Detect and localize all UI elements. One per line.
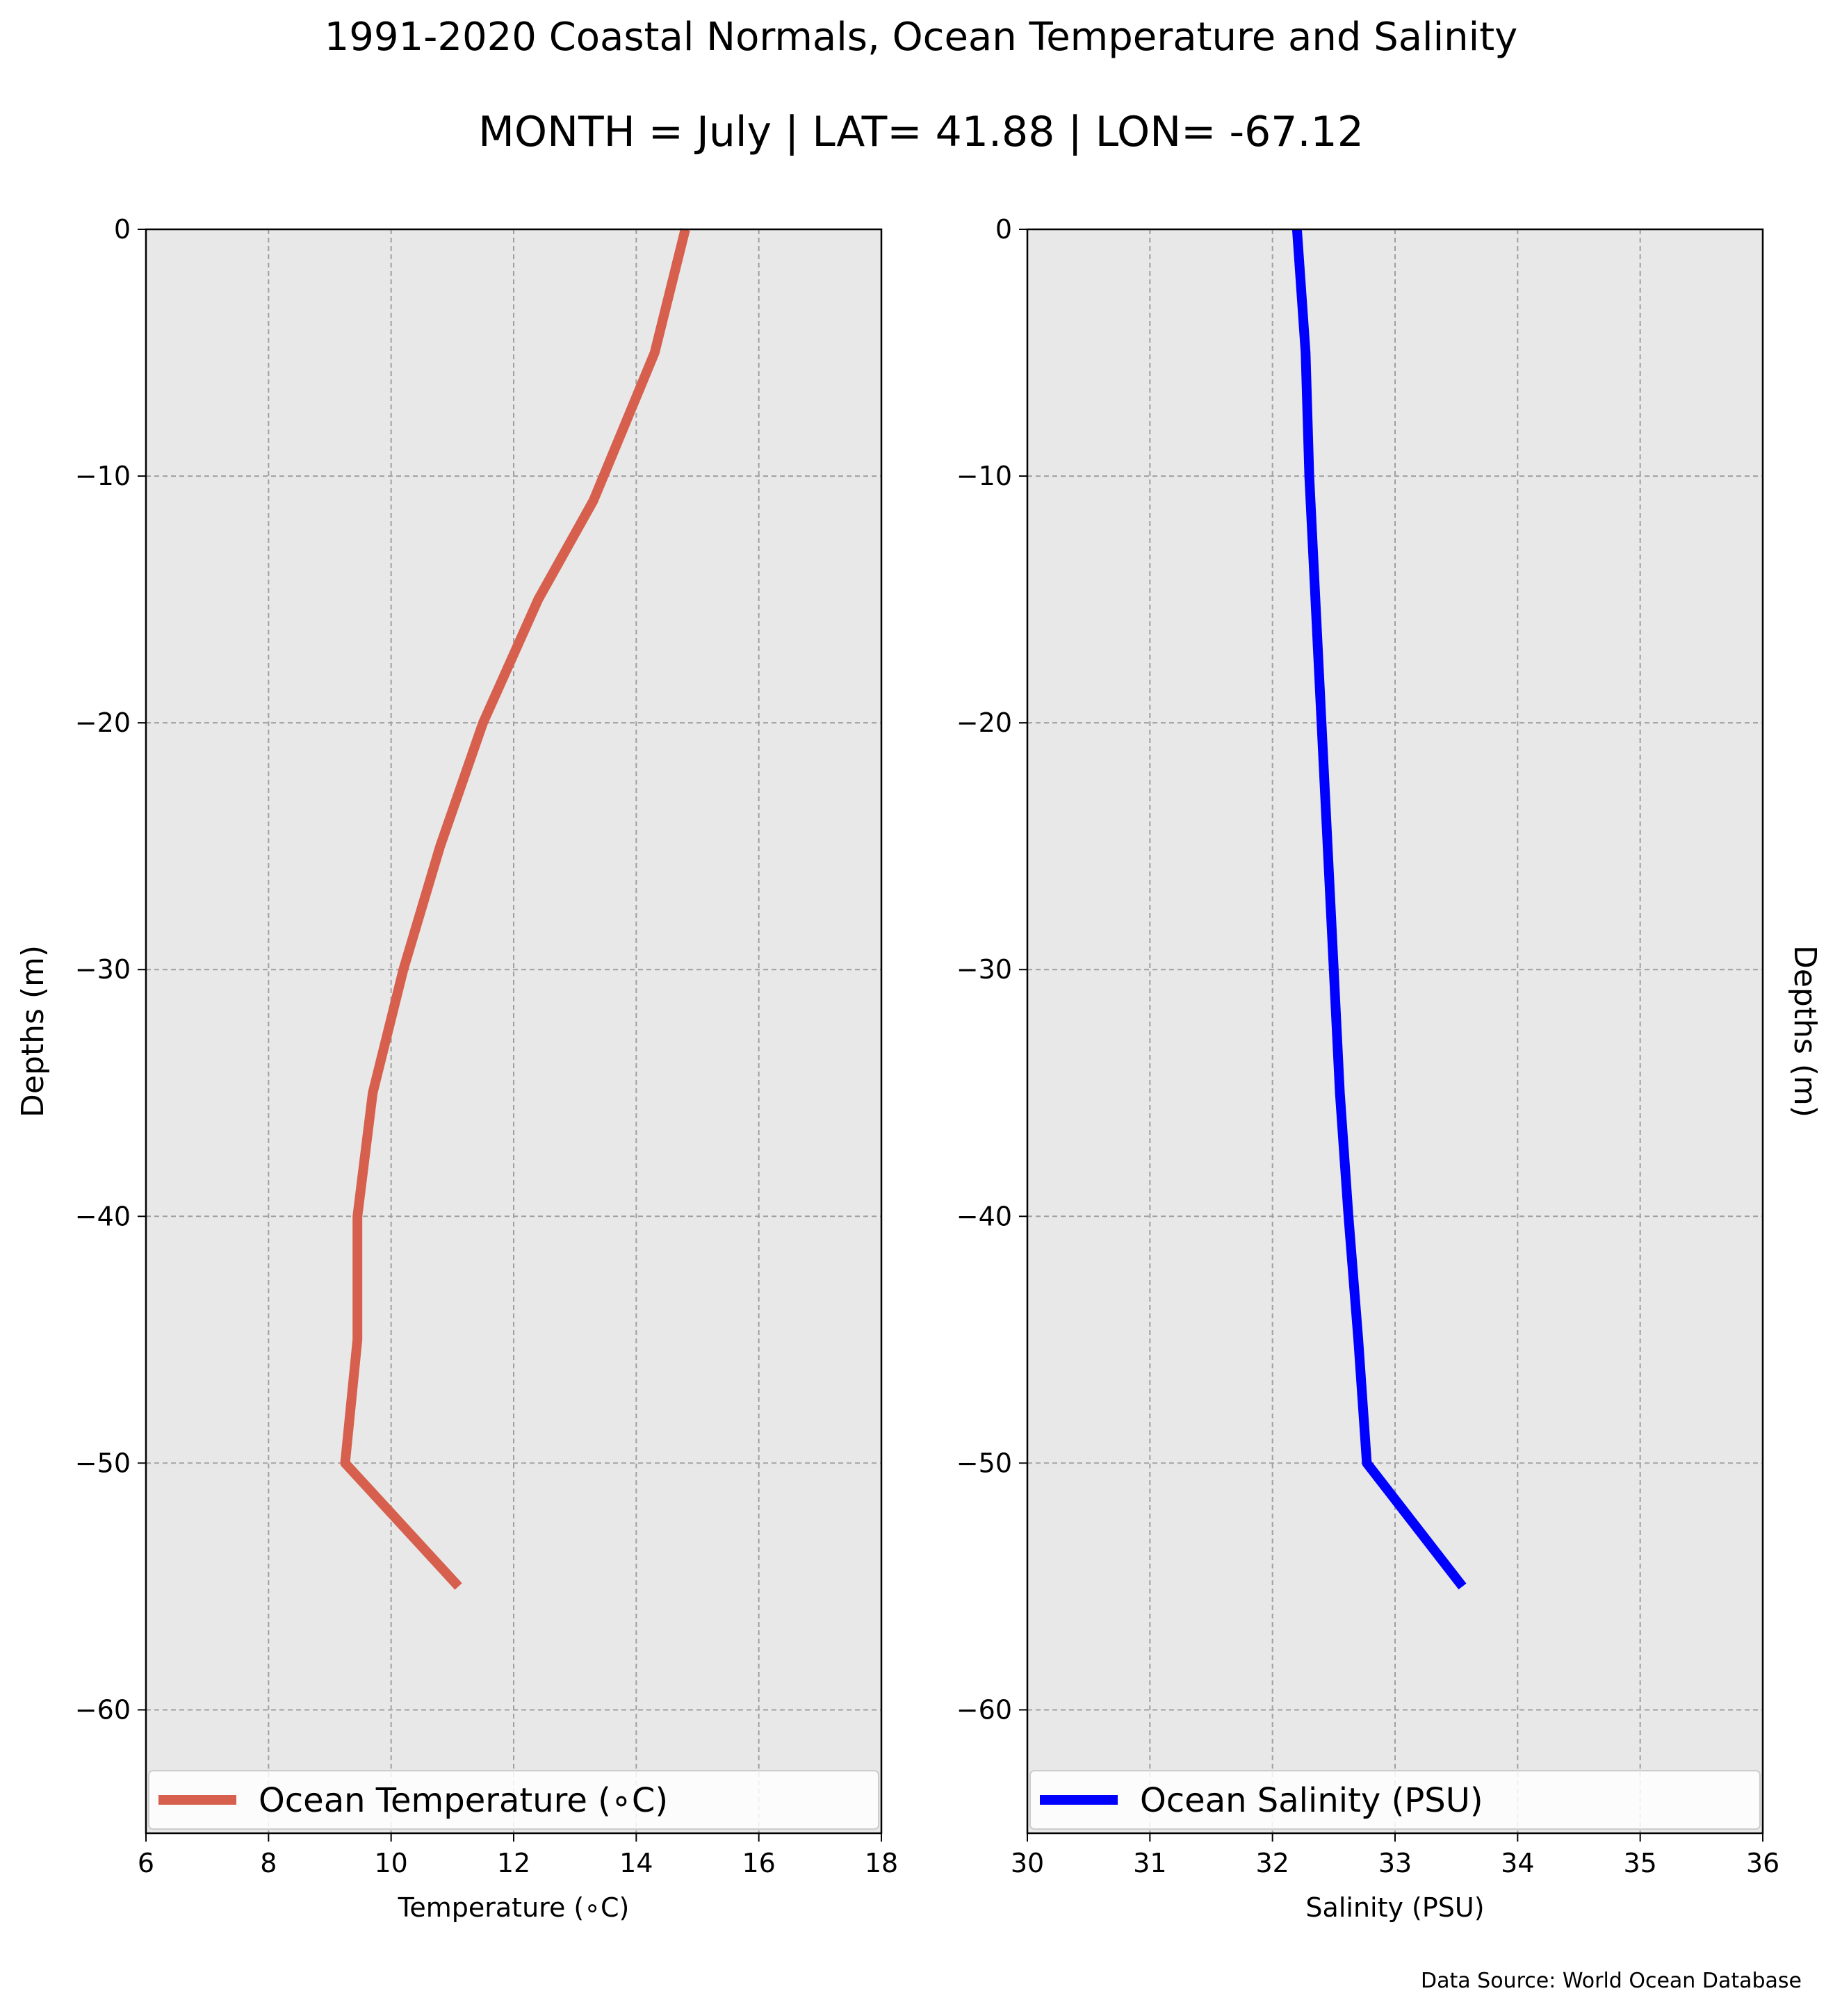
salinity-xtick-label: 30 bbox=[1011, 1848, 1044, 1878]
temperature-series-line bbox=[340, 228, 690, 1590]
chart-panels: 6 8 10 12 14 16 18 0 −10 −20 −30 −40 −50 −60 Temperatu… bbox=[15, 214, 1823, 1923]
temperature-xtick-label: 10 bbox=[374, 1848, 407, 1878]
temperature-ytick-label: −30 bbox=[75, 954, 131, 985]
salinity-ytick-label: −50 bbox=[956, 1448, 1012, 1478]
salinity-ytick-label: 0 bbox=[995, 214, 1012, 245]
salinity-ytick-label: −40 bbox=[956, 1201, 1012, 1231]
temperature-legend-label: Ocean Temperature (∘C) bbox=[259, 1781, 668, 1820]
salinity-ytick-label: −10 bbox=[956, 461, 1012, 491]
salinity-xtick-label: 31 bbox=[1133, 1848, 1166, 1878]
salinity-legend: Ocean Salinity (PSU) bbox=[1029, 1770, 1761, 1830]
salinity-xtick-label: 36 bbox=[1746, 1848, 1779, 1878]
chart-title: 1991-2020 Coastal Normals, Ocean Tempera… bbox=[325, 15, 1518, 60]
salinity-x-axis-label: Salinity (PSU) bbox=[1305, 1892, 1484, 1923]
temperature-xtick-label: 14 bbox=[619, 1848, 653, 1878]
temperature-ytick-label: −50 bbox=[75, 1448, 131, 1478]
temperature-panel: 6 8 10 12 14 16 18 0 −10 −20 −30 −40 −50 −60 Temperatu… bbox=[15, 214, 898, 1923]
salinity-legend-box bbox=[1029, 1770, 1761, 1830]
temperature-xtick-label: 6 bbox=[138, 1848, 154, 1878]
salinity-xtick-label: 34 bbox=[1501, 1848, 1534, 1878]
temperature-legend: Ocean Temperature (∘C) bbox=[148, 1770, 879, 1830]
temperature-x-axis-label: Temperature (∘C) bbox=[398, 1892, 630, 1923]
salinity-ytick-label: −60 bbox=[956, 1694, 1012, 1725]
salinity-series-line bbox=[1291, 229, 1467, 1590]
salinity-panel: 30 31 32 33 34 35 36 0 −10 −20 −30 −40 −50 −60 Salinit… bbox=[956, 214, 1823, 1923]
temperature-xtick-label: 16 bbox=[742, 1848, 775, 1878]
temperature-xtick-label: 18 bbox=[865, 1848, 898, 1878]
temperature-xtick-label: 8 bbox=[260, 1848, 277, 1878]
salinity-xtick-label: 35 bbox=[1623, 1848, 1656, 1878]
temperature-ytick-label: 0 bbox=[114, 214, 131, 245]
temperature-y-axis-label: Depths (m) bbox=[15, 945, 51, 1117]
salinity-ytick-label: −20 bbox=[956, 707, 1012, 738]
temperature-legend-box bbox=[148, 1770, 879, 1830]
chart-subtitle: MONTH = July | LAT= 41.88 | LON= -67.12 bbox=[478, 108, 1364, 156]
temperature-xtick-label: 12 bbox=[497, 1848, 530, 1878]
salinity-xtick-label: 32 bbox=[1255, 1848, 1289, 1878]
salinity-ytick-label: −30 bbox=[956, 954, 1012, 985]
salinity-legend-label: Ocean Salinity (PSU) bbox=[1140, 1781, 1483, 1820]
temperature-ytick-label: −20 bbox=[75, 707, 131, 738]
data-source-note: Data Source: World Ocean Database bbox=[1421, 1969, 1802, 1993]
temperature-ytick-label: −60 bbox=[75, 1694, 131, 1725]
temperature-ytick-label: −10 bbox=[75, 461, 131, 491]
salinity-y-axis-label: Depths (m) bbox=[1787, 945, 1823, 1117]
salinity-xtick-label: 33 bbox=[1378, 1848, 1412, 1878]
temperature-ytick-label: −40 bbox=[75, 1201, 131, 1231]
